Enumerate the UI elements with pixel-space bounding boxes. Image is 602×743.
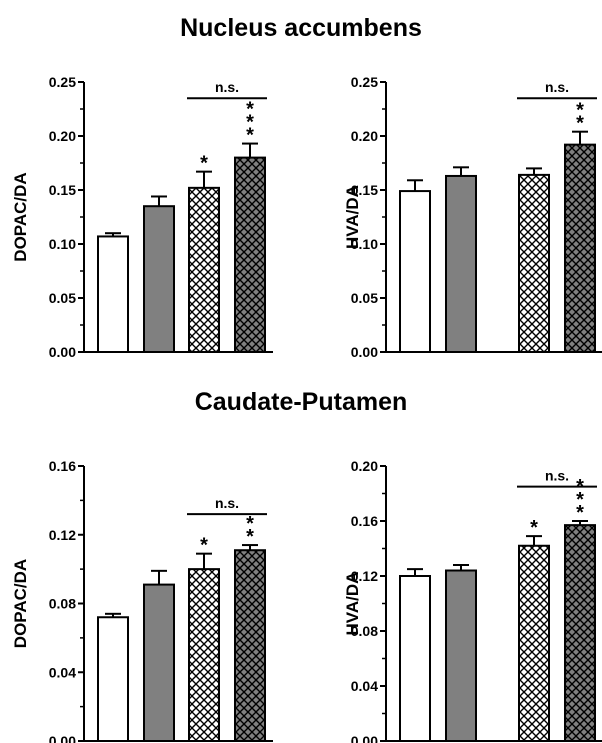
bar (234, 549, 266, 742)
significance-marker: * (576, 489, 584, 511)
y-axis-label: DOPAC/DA (11, 559, 30, 648)
y-tick-label: 0.04 (49, 664, 76, 680)
bar (399, 190, 431, 353)
y-tick-label: 0.25 (351, 74, 378, 90)
y-tick-label: 0.12 (49, 527, 76, 543)
title-caudate-putamen: Caudate-Putamen (194, 388, 408, 416)
y-tick-label: 0.16 (351, 513, 378, 529)
bar (188, 186, 220, 353)
y-tick-label: 0.00 (351, 344, 378, 360)
significance-marker: * (246, 99, 254, 121)
significance-marker: * (200, 153, 208, 175)
y-axis-label: DOPAC/DA (11, 172, 30, 261)
y-axis-label: HVA/DA (343, 572, 362, 636)
y-tick-label: 0.05 (49, 290, 76, 306)
ns-label: n.s. (215, 495, 239, 511)
y-tick-label: 0.20 (49, 128, 76, 144)
significance-marker: * (246, 526, 254, 548)
bar (97, 235, 129, 353)
significance-marker: * (246, 112, 254, 134)
bar (564, 524, 596, 742)
significance-marker: * (200, 535, 208, 557)
y-tick-label: 0.10 (351, 236, 378, 252)
bar (143, 583, 175, 742)
ns-label: n.s. (545, 79, 569, 95)
y-tick-label: 0.00 (351, 733, 378, 743)
bar (399, 575, 431, 742)
y-tick-label: 0.12 (351, 568, 378, 584)
y-tick-label: 0.05 (351, 290, 378, 306)
y-tick-label: 0.25 (49, 74, 76, 90)
bar (188, 568, 220, 742)
ns-label: n.s. (545, 468, 569, 484)
y-tick-label: 0.00 (49, 344, 76, 360)
y-tick-label: 0.08 (351, 623, 378, 639)
chart-nacc-hva: 0.00 0.05 0.10 0.15 0.20 0.25 HVA/DA ** n.s. (343, 74, 602, 360)
y-tick-label: 0.20 (351, 128, 378, 144)
bar (564, 143, 596, 353)
y-tick-label: 0.08 (49, 596, 76, 612)
significance-marker: * (576, 113, 584, 135)
y-tick-label: 0.15 (351, 182, 378, 198)
y-tick-label: 0.16 (49, 458, 76, 474)
bar (97, 616, 129, 742)
significance-marker: * (530, 517, 538, 539)
bar (445, 569, 477, 742)
y-tick-label: 0.10 (49, 236, 76, 252)
title-nucleus-accumbens: Nucleus accumbens (180, 14, 422, 42)
bar (143, 205, 175, 353)
significance-marker: * (246, 513, 254, 535)
y-tick-label: 0.20 (351, 458, 378, 474)
bar (445, 174, 477, 353)
y-tick-label: 0.00 (49, 733, 76, 743)
significance-marker: * (576, 100, 584, 122)
y-axis-label: HVA/DA (343, 185, 362, 249)
ns-label: n.s. (215, 79, 239, 95)
bar (518, 544, 550, 742)
y-tick-label: 0.04 (351, 678, 378, 694)
significance-marker: * (576, 502, 584, 524)
significance-marker: * (246, 125, 254, 147)
bar (234, 156, 266, 353)
y-tick-label: 0.15 (49, 182, 76, 198)
bar (518, 173, 550, 353)
